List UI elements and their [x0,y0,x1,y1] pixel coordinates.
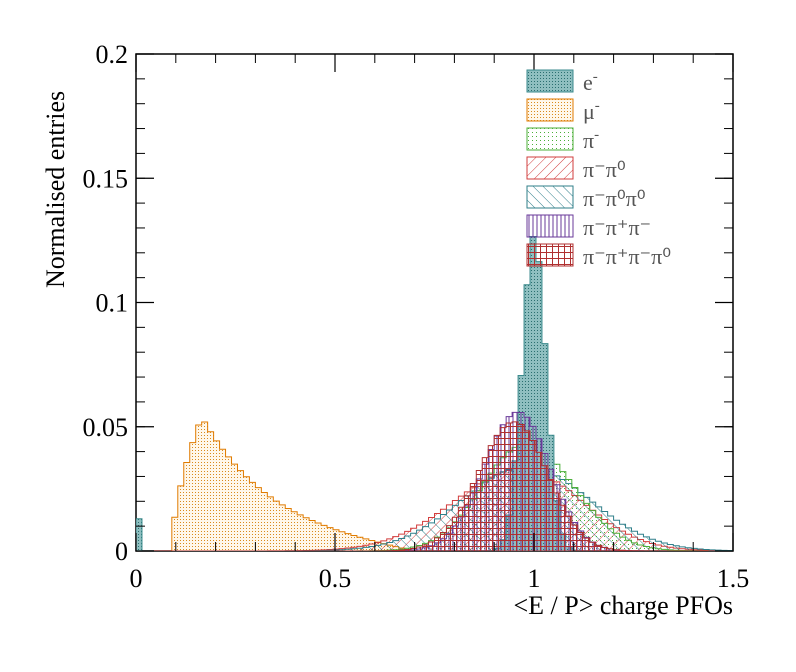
axes-layer: 0 0.5 1 1.5 0 0.05 0.1 0.15 0.2 [83,40,750,593]
legend-entry: π⁻π⁰ [526,156,626,182]
series-mu- [136,421,733,551]
legend-label: e- [583,69,598,95]
legend-label: μ- [583,98,600,124]
legend-label: π⁻π⁰π⁰ [583,186,646,211]
legend-swatch [526,243,574,267]
legend-entry: π⁻π⁺π⁻ [526,214,651,240]
legend-swatch [526,98,574,122]
legend-entry: π⁻π⁰π⁰ [526,185,646,211]
legend-swatch [526,214,574,238]
bars-pi-pi-pi-pi0 [136,421,733,551]
y-tick-label: 0.1 [96,289,129,318]
legend-entry: π⁻π⁺π⁻π⁰ [526,243,671,269]
x-tick-label: 1.5 [717,564,750,593]
legend-swatch [526,156,574,180]
x-tick-label: 0.5 [319,564,352,593]
y-tick-label: 0.2 [96,40,129,69]
y-tick-label: 0.15 [83,164,129,193]
legend-swatch [526,185,574,209]
legend-label: π- [583,127,599,153]
series-layer [136,236,733,551]
bars-mu- [136,421,733,551]
x-axis-title: <E / P> charge PFOs [513,591,733,620]
legend: e-μ-π-π⁻π⁰ π⁻π⁰π⁰ π⁻π⁺π⁻ π⁻π⁺π⁻π⁰ [526,69,671,269]
x-tick-label: 1 [528,564,541,593]
series-pi-pi-pi-pi0 [136,421,733,551]
legend-swatch [526,127,574,151]
legend-label: π⁻π⁰ [583,157,626,182]
legend-entry: μ- [526,98,600,124]
legend-label: π⁻π⁺π⁻π⁰ [583,244,671,269]
y-axis-title: Normalised entries [41,91,70,288]
legend-entry: π- [526,127,599,153]
legend-swatch [526,69,574,93]
x-tick-label: 0 [130,564,143,593]
y-tick-label: 0.05 [83,413,129,442]
legend-entry: e- [526,69,598,95]
y-tick-label: 0 [115,537,128,566]
legend-label: π⁻π⁺π⁻ [583,215,651,240]
